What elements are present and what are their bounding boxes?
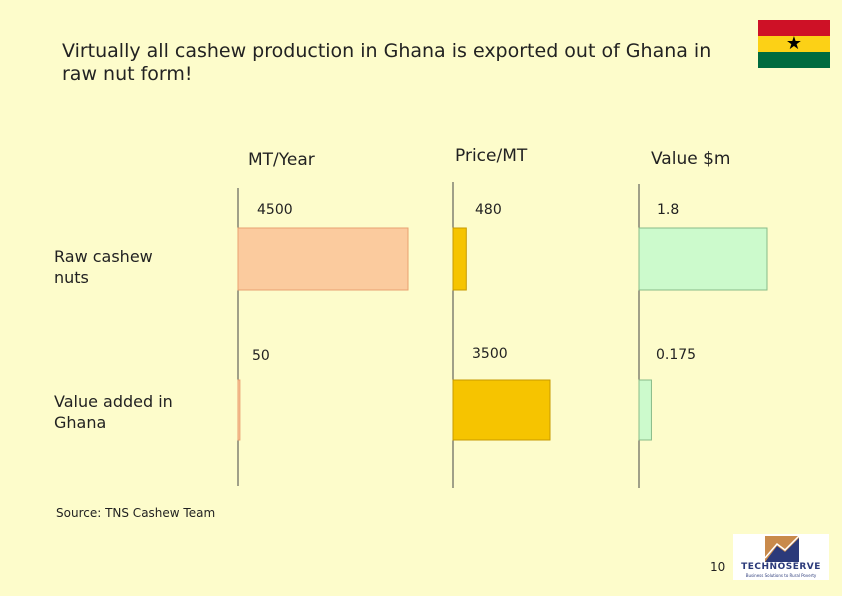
slide-title: Virtually all cashew production in Ghana… — [62, 40, 712, 85]
value-label-mt-added: 50 — [252, 348, 270, 364]
flag-stripe-yellow — [758, 36, 830, 52]
value-label-value-added: 0.175 — [656, 347, 697, 363]
logo-mark-icon — [765, 536, 799, 562]
row-label-raw-cashew: Raw cashew nuts — [54, 247, 153, 287]
source-note: Source: TNS Cashew Team — [56, 506, 216, 520]
bar-mt-year-raw-cashew — [237, 227, 409, 291]
technoserve-logo: TECHNOSERVE Business Solutions to Rural … — [733, 534, 829, 580]
value-label-mt-raw: 4500 — [257, 202, 293, 218]
logo-tagline: Business Solutions to Rural Poverty — [745, 573, 817, 578]
value-label-price-added: 3500 — [472, 346, 508, 362]
bar-value-m-value-added — [638, 379, 652, 441]
column-header-price-mt: Price/MT — [455, 146, 528, 166]
column-header-mt-year: MT/Year — [248, 150, 315, 170]
logo-name: TECHNOSERVE — [741, 562, 821, 572]
value-label-price-raw: 480 — [475, 202, 502, 218]
flag-star-icon: ★ — [785, 33, 803, 54]
row-label-value-added: Value added in Ghana — [54, 392, 173, 432]
column-header-value: Value $m — [651, 149, 731, 169]
bar-mt-year-value-added — [237, 379, 241, 441]
value-label-value-raw: 1.8 — [657, 202, 680, 218]
flag-stripe-red — [758, 20, 830, 36]
bar-value-m-raw-cashew — [638, 227, 768, 291]
ghana-flag-icon: ★ — [758, 20, 830, 68]
page-number: 10 — [710, 560, 726, 574]
bar-price-mt-raw-cashew — [452, 227, 467, 291]
bar-price-mt-value-added — [452, 379, 551, 441]
flag-stripe-green — [758, 52, 830, 68]
